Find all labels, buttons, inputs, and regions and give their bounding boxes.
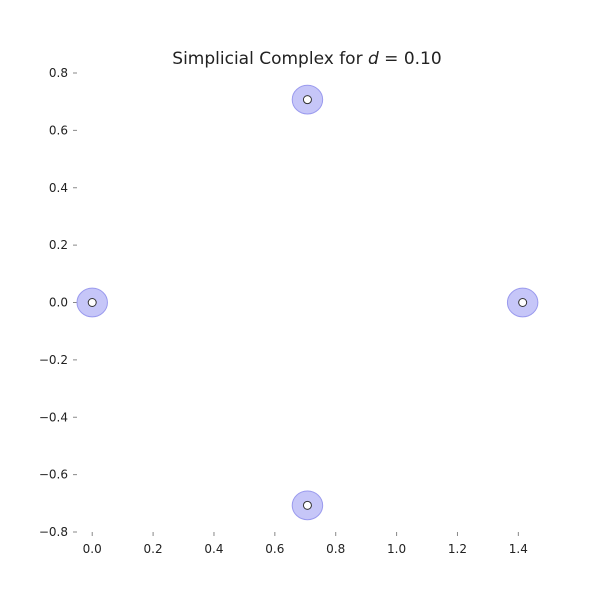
x-tick-label: 0.8 xyxy=(326,542,345,556)
x-tick-label: 0.4 xyxy=(204,542,223,556)
data-point xyxy=(87,298,97,307)
data-point xyxy=(518,298,528,307)
y-axis: 0.8 0.6 0.4 0.2 0.0 −0.2 −0.4 −0.6 −0.8 xyxy=(39,66,77,539)
data-point xyxy=(302,95,312,105)
x-axis: 0.0 0.2 0.4 0.6 0.8 1.0 1.2 1.4 xyxy=(83,532,528,556)
y-tick-label: −0.6 xyxy=(39,468,68,482)
y-tick-label: 0.2 xyxy=(49,238,68,252)
data-point xyxy=(302,500,312,510)
chart-title: Simplicial Complex for d = 0.10 xyxy=(172,49,441,69)
y-tick-label: −0.2 xyxy=(39,353,68,367)
y-tick-label: 0.0 xyxy=(49,296,68,310)
data-points xyxy=(87,95,528,510)
chart-title-suffix: = 0.10 xyxy=(379,49,442,69)
x-tick-label: 0.2 xyxy=(144,542,163,556)
y-tick-label: −0.8 xyxy=(39,525,68,539)
x-tick-label: 1.4 xyxy=(509,542,528,556)
y-tick-label: 0.4 xyxy=(49,181,68,195)
y-tick-label: −0.4 xyxy=(39,410,68,424)
chart-title-variable: d xyxy=(368,49,379,69)
x-tick-label: 0.0 xyxy=(83,542,102,556)
y-tick-label: 0.8 xyxy=(49,66,68,80)
chart-title-prefix: Simplicial Complex for xyxy=(172,49,368,69)
y-tick-label: 0.6 xyxy=(49,123,68,137)
x-tick-label: 0.6 xyxy=(265,542,284,556)
x-tick-label: 1.2 xyxy=(448,542,467,556)
x-tick-label: 1.0 xyxy=(387,542,406,556)
coverage-disks xyxy=(76,84,539,521)
